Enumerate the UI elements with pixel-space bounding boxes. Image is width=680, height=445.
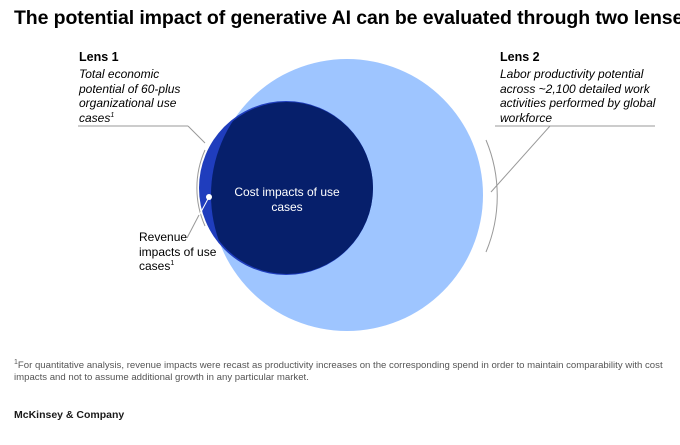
revenue-pointer-dot: [206, 194, 212, 200]
brand-logo-text: McKinsey & Company: [14, 409, 125, 421]
footnote: 1For quantitative analysis, revenue impa…: [14, 358, 664, 384]
lens2-connector-diagonal: [490, 125, 551, 193]
lens1-description: Total economic potential of 60-plus orga…: [79, 67, 204, 125]
footnote-text: For quantitative analysis, revenue impac…: [14, 360, 663, 383]
lens1-heading: Lens 1: [79, 50, 119, 64]
footnote-mark: 1: [14, 358, 18, 366]
lens1-description-text: Total economic potential of 60-plus orga…: [79, 67, 181, 125]
revenue-impacts-label: Revenue impacts of use cases1: [139, 230, 219, 274]
revenue-pointer-line-outside: [186, 214, 200, 239]
chart-title: The potential impact of generative AI ca…: [14, 7, 680, 29]
lens1-footnote-mark: 1: [110, 111, 115, 119]
lens2-heading: Lens 2: [500, 50, 540, 64]
lens2-bracket-arc: [485, 139, 498, 253]
cost-impact-circle: [211, 102, 373, 274]
revenue-impacts-text: Revenue impacts of use cases: [139, 230, 217, 273]
lens1-connector: [187, 125, 206, 144]
cost-impacts-label: Cost impacts of use cases: [234, 185, 340, 214]
lens1-bracket-arc: [196, 149, 206, 227]
lens2-description: Labor productivity potential across ~2,1…: [500, 67, 656, 125]
revenue-footnote-mark: 1: [170, 260, 175, 267]
